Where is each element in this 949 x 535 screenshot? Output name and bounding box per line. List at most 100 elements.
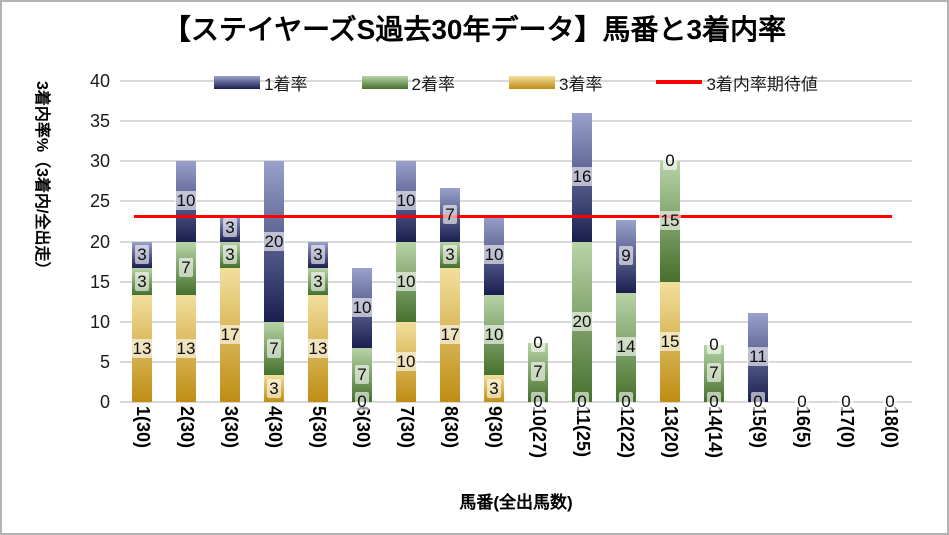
gridline-y-20: [120, 240, 912, 243]
legend-item-first-place: 1着率: [214, 70, 308, 95]
legend-label-expected-line: 3着内率期待値: [706, 74, 818, 94]
y-axis-tick-labels: 0 5 10 15 20 25 30 35 40: [58, 71, 110, 412]
legend-item-second-place: 2着率: [361, 70, 455, 95]
plot-area: 13 3 3 13 7 10 17 3 3 3 7 20 13 3 3 0 7 10 10 10 10 17 3 7 3 10 10…: [120, 80, 912, 411]
legend-item-expected-line: 3着内率期待値: [656, 70, 818, 95]
bar-value-label-3着率-15(9): 0: [751, 392, 765, 411]
bar-value-label-2着率-4(30): 7: [267, 338, 281, 358]
bar-value-label-2着率-14(14): 7: [707, 363, 721, 383]
bar-value-label-2着率-11(25): 20: [570, 311, 594, 331]
bar-value-label-1着率-11(25): 16: [570, 167, 594, 187]
bar-value-label-2着率-12(22): 14: [614, 337, 638, 357]
gridline-y-25: [120, 200, 912, 203]
x-tick-label-12(22): 12(22): [617, 406, 637, 459]
legend: 1着率 2着率 3着率 3着内率期待値: [120, 68, 912, 96]
y-tick-label-35: 35: [89, 111, 110, 132]
y-tick-label-40: 40: [89, 71, 110, 91]
bar-value-label-3着率-13(20): 15: [658, 331, 682, 351]
y-tick-label-10: 10: [89, 311, 110, 332]
y-tick-label-15: 15: [89, 271, 110, 292]
bar-value-label-3着率-16(5): 0: [795, 392, 809, 411]
legend-swatch-third-place: [509, 75, 555, 89]
bar-value-label-3着率-5(30): 13: [306, 338, 330, 358]
bar-value-label-3着率-18(0): 0: [883, 392, 897, 411]
y-tick-label-20: 20: [89, 231, 110, 252]
legend-label-second-place: 2着率: [411, 74, 455, 94]
bar-value-label-3着率-2(30): 13: [174, 338, 198, 358]
gridline-y-5: [120, 360, 912, 363]
legend-label-first-place: 1着率: [264, 74, 308, 94]
y-tick-label-25: 25: [89, 191, 110, 212]
bar-value-label-1着率-8(30): 7: [443, 204, 457, 224]
bar-value-label-1着率-5(30): 3: [311, 244, 325, 264]
gridline-y-30: [120, 160, 912, 163]
bar-value-label-1着率-14(14): 0: [707, 334, 721, 354]
x-tick-label-9(30): 9(30): [485, 406, 505, 449]
x-tick-label-6(30): 6(30): [353, 406, 373, 449]
x-tick-label-2(30): 2(30): [177, 406, 197, 449]
x-tick-label-13(20): 13(20): [661, 406, 681, 459]
bar-value-label-3着率-14(14): 0: [707, 392, 721, 411]
bar-value-label-3着率-8(30): 17: [438, 325, 462, 345]
gridline-y-15: [120, 280, 912, 283]
legend-expected-line-icon: [656, 80, 703, 84]
bar-value-label-3着率-12(22): 0: [619, 392, 633, 411]
chart-title: 【ステイヤーズS過去30年データ】馬番と3着内率: [162, 14, 787, 45]
bar-value-label-2着率-7(30): 10: [394, 271, 418, 291]
bar-value-label-1着率-9(30): 10: [482, 244, 506, 264]
expected-value-line: [134, 215, 892, 219]
x-tick-label-10(27): 10(27): [529, 406, 549, 459]
x-tick-label-4(30): 4(30): [265, 406, 285, 449]
bar-value-label-1着率-1(30): 3: [135, 244, 149, 264]
x-tick-label-8(30): 8(30): [441, 406, 461, 449]
bar-value-label-2着率-9(30): 10: [482, 325, 506, 345]
legend-item-third-place: 3着率: [509, 70, 602, 95]
x-tick-label-7(30): 7(30): [397, 406, 417, 449]
gridline-y-0: [120, 401, 912, 403]
gridline-y-35: [120, 120, 912, 123]
bar-value-label-3着率-4(30): 3: [267, 378, 281, 398]
legend-label-third-place: 3着率: [559, 74, 603, 94]
bar-value-label-3着率-3(30): 17: [218, 325, 242, 345]
y-axis-title: 3着内率%（3着内/全出走）: [33, 81, 50, 278]
bar-value-label-1着率-3(30): 3: [223, 218, 237, 238]
bar-value-label-1着率-10(27): 0: [531, 332, 545, 352]
y-tick-label-5: 5: [99, 351, 110, 372]
bar-value-label-3着率-17(0): 0: [839, 392, 853, 411]
x-tick-label-1(30): 1(30): [133, 406, 153, 449]
bar-value-label-2着率-13(20): 15: [658, 211, 682, 231]
y-tick-label-30: 30: [89, 151, 110, 172]
bar-value-label-2着率-1(30): 3: [135, 271, 149, 291]
bar-value-label-3着率-6(30): 0: [355, 392, 369, 411]
bar-value-label-3着率-9(30): 3: [487, 378, 501, 398]
y-tick-label-0: 0: [99, 392, 110, 412]
x-tick-label-16(5): 16(5): [793, 406, 813, 449]
x-tick-label-11(25): 11(25): [573, 406, 593, 458]
bar-value-label-2着率-8(30): 3: [443, 244, 457, 264]
bar-value-label-2着率-3(30): 3: [223, 244, 237, 264]
bar-value-label-1着率-13(20): 0: [663, 151, 677, 171]
x-tick-label-14(14): 14(14): [705, 406, 725, 459]
bar-value-label-3着率-11(25): 0: [575, 392, 589, 411]
bar-value-label-1着率-15(9): 11: [747, 347, 769, 367]
gridline-y-10: [120, 320, 912, 323]
bar-value-label-3着率-7(30): 10: [394, 351, 418, 371]
x-tick-label-15(9): 15(9): [749, 406, 769, 449]
bar-value-label-2着率-6(30): 7: [355, 365, 369, 385]
bar-value-label-3着率-1(30): 13: [130, 338, 154, 358]
bar-value-label-2着率-5(30): 3: [311, 271, 325, 291]
x-axis-title: 馬番(全出馬数): [459, 493, 573, 512]
bar-value-label-3着率-10(27): 0: [531, 392, 545, 411]
bar-value-label-1着率-6(30): 10: [350, 298, 374, 318]
bar-value-label-2着率-2(30): 7: [179, 258, 193, 278]
bar-value-label-1着率-2(30): 10: [174, 191, 198, 211]
legend-swatch-first-place: [214, 75, 261, 89]
x-axis-tick-labels: 1(30) 2(30) 3(30) 4(30) 5(30) 6(30) 7(30) 8(30)…: [120, 406, 912, 486]
x-tick-label-5(30): 5(30): [309, 406, 329, 449]
x-tick-label-18(0): 18(0): [881, 406, 901, 449]
bar-value-label-1着率-12(22): 9: [619, 246, 633, 266]
bar-value-label-1着率-4(30): 20: [262, 231, 286, 251]
x-tick-label-3(30): 3(30): [221, 406, 241, 449]
x-tick-label-17(0): 17(0): [837, 406, 857, 449]
